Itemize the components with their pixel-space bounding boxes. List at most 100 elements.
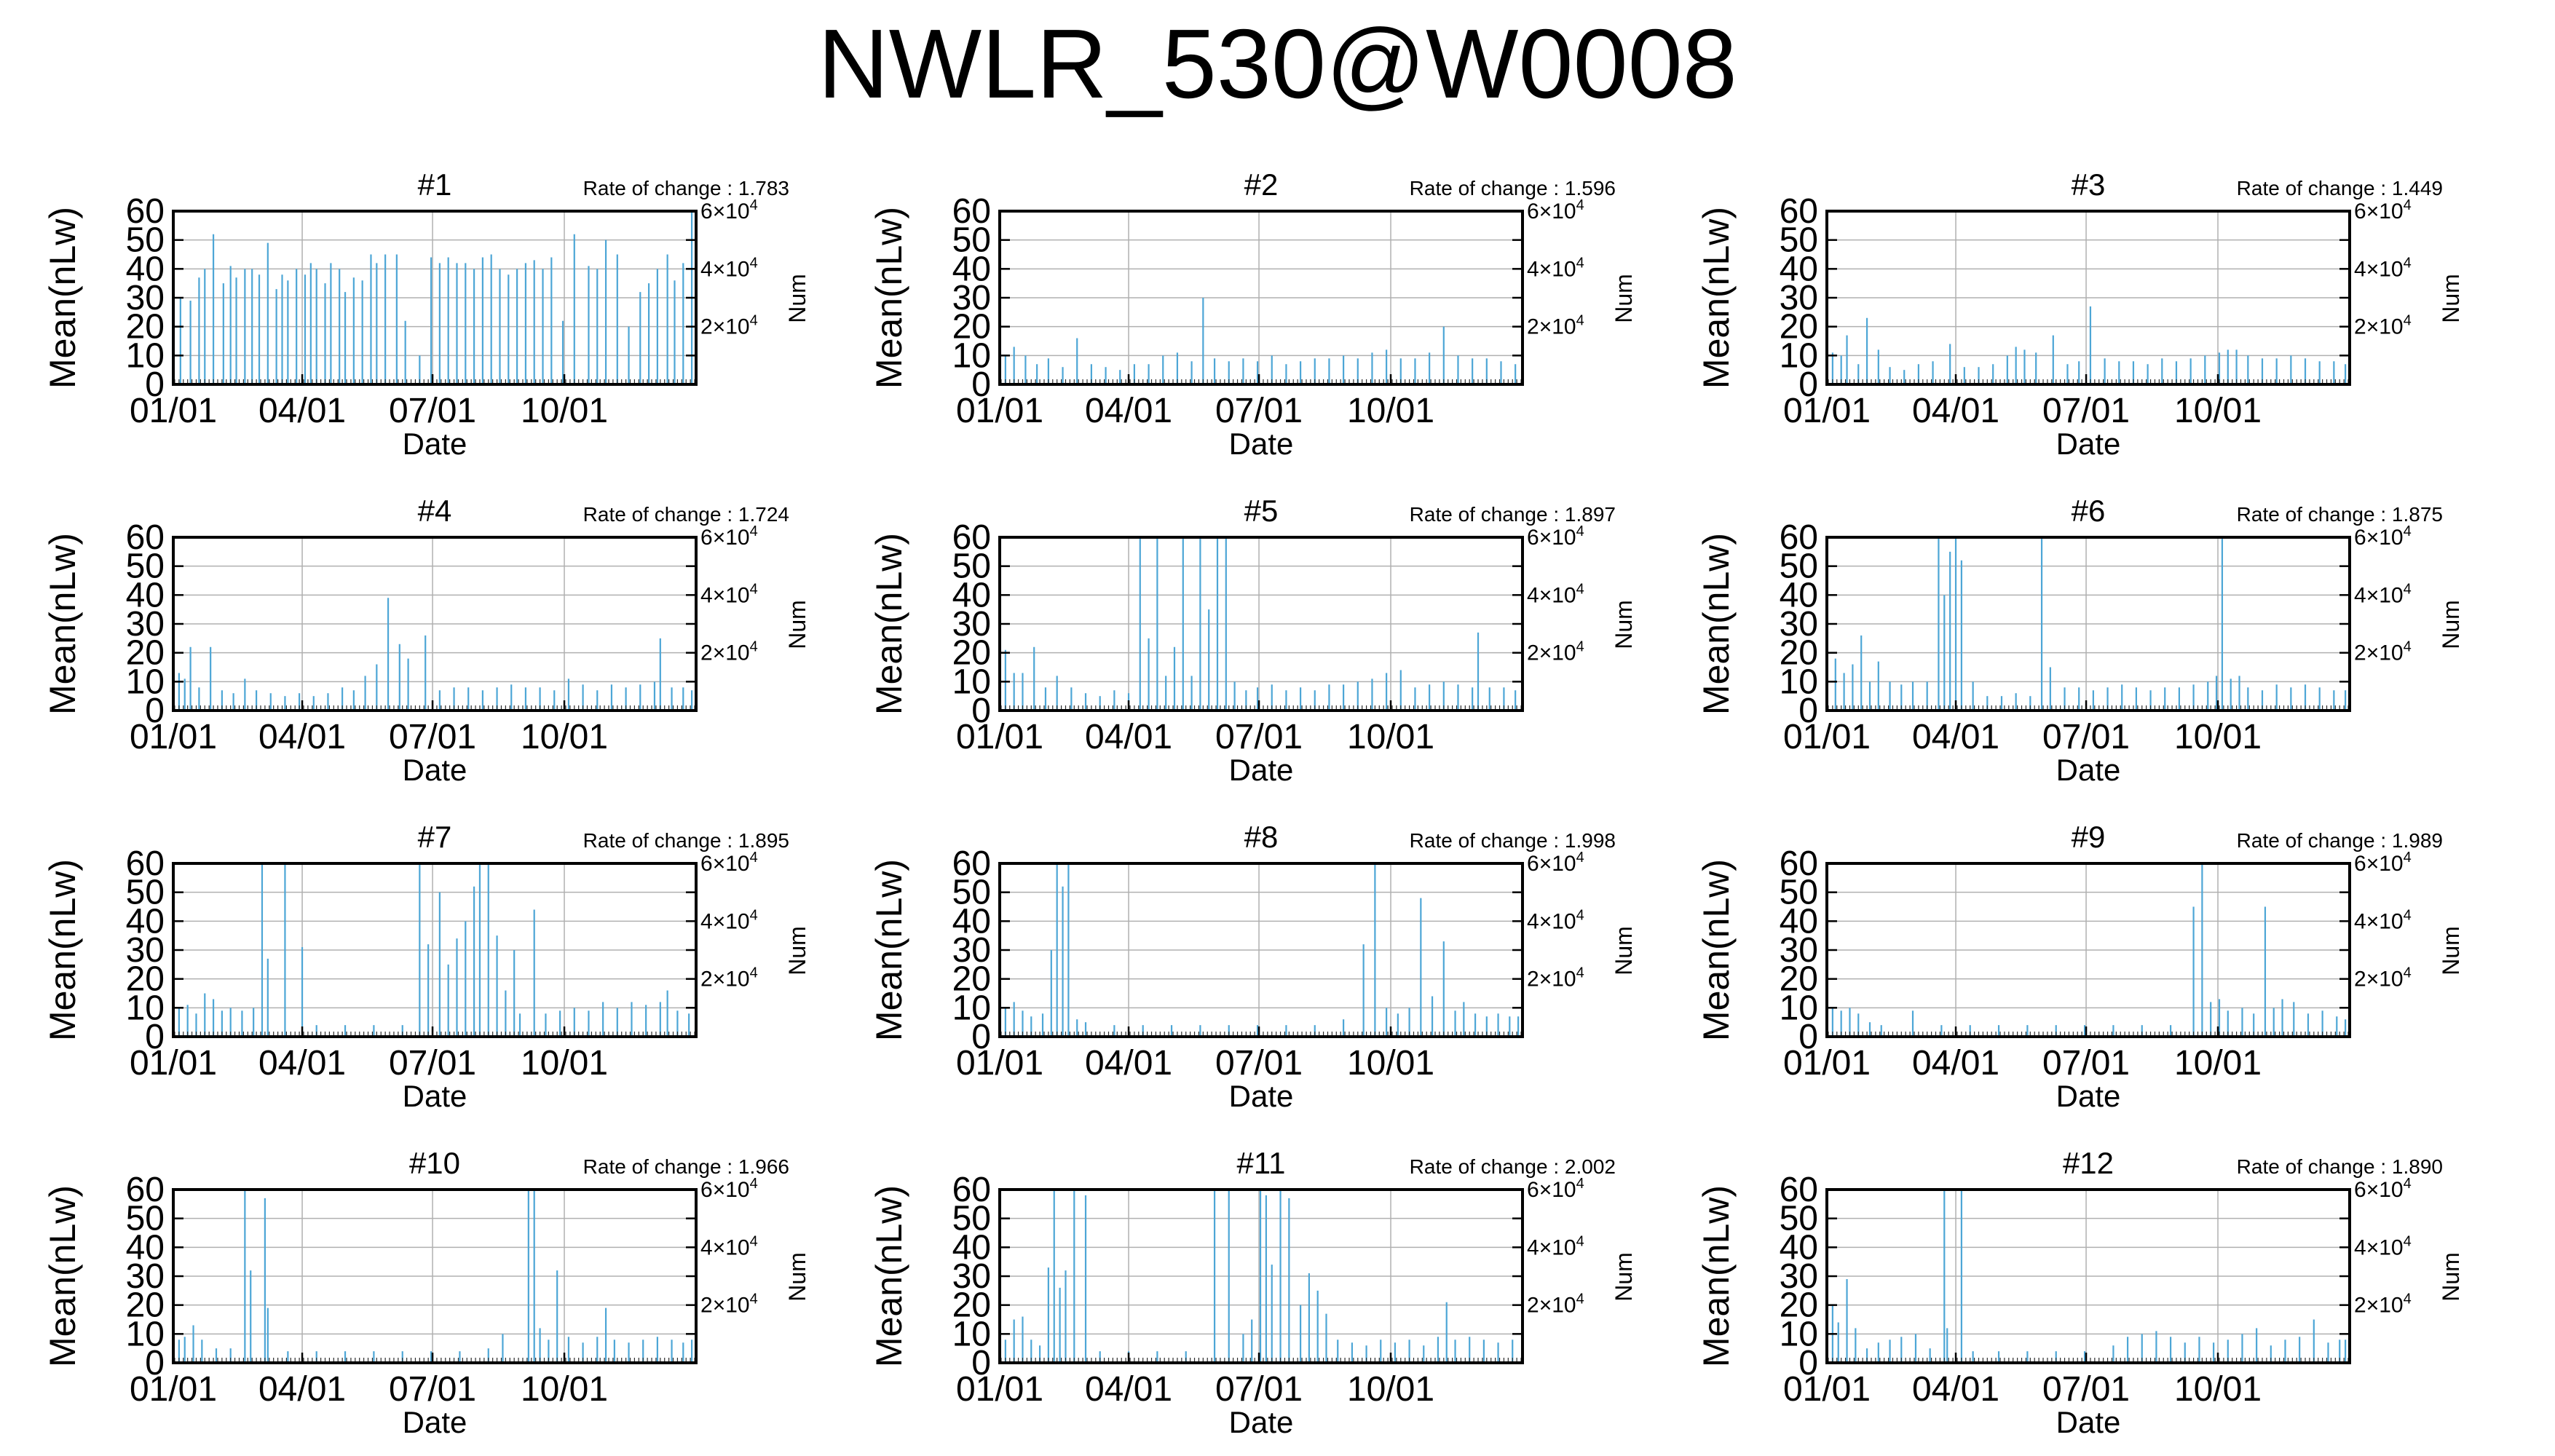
y-axis-label: Mean(nLw): [869, 859, 909, 1041]
y2-axis-label: Num: [1611, 1252, 1637, 1302]
x-tick-label: 01/01: [1783, 392, 1871, 430]
y2-tick-label: 4×104: [1527, 907, 1584, 933]
y-axis-label: Mean(nLw): [1696, 207, 1737, 389]
x-tick-label: 04/01: [1912, 1370, 1999, 1409]
data-series: [1000, 537, 1522, 710]
y-tick-label: 30: [126, 1257, 165, 1296]
chart-title: #9: [2072, 820, 2106, 854]
y-tick-label: 30: [1780, 1257, 1818, 1296]
y2-axis-label: Num: [2438, 1252, 2464, 1302]
y-tick-label: 50: [126, 547, 165, 586]
x-tick-label: 04/01: [1085, 1044, 1172, 1083]
y-tick-label: 10: [952, 1315, 991, 1353]
y-tick-label: 40: [1780, 250, 1818, 288]
y2-tick-label: 6×104: [2354, 1176, 2412, 1202]
y-tick-label: 30: [952, 605, 991, 644]
y2-axis-label: Num: [784, 1252, 810, 1302]
y2-tick-label: 4×104: [1527, 581, 1584, 607]
rate-of-change-label: Rate of change : 1.783: [583, 177, 789, 199]
y-axis-label: Mean(nLw): [869, 1185, 909, 1367]
y2-tick-label: 6×104: [1527, 1176, 1584, 1202]
y-tick-label: 0: [145, 1018, 165, 1056]
y-axis-label: Mean(nLw): [869, 207, 909, 389]
x-tick-label: 01/01: [130, 718, 217, 756]
y-tick-label: 0: [1798, 365, 1818, 404]
y2-tick-label: 4×104: [700, 255, 758, 281]
y-tick-label: 30: [1780, 605, 1818, 644]
y-tick-label: 20: [126, 1286, 165, 1325]
y-tick-label: 0: [1798, 1344, 1818, 1382]
chart-title: #4: [418, 494, 452, 528]
x-tick-label: 04/01: [258, 1044, 346, 1083]
y2-tick-label: 2×104: [700, 965, 758, 992]
y-tick-label: 30: [952, 1257, 991, 1296]
y-tick-label: 60: [952, 1171, 991, 1209]
x-tick-label: 04/01: [258, 392, 346, 430]
y2-tick-label: 4×104: [1527, 255, 1584, 281]
y-tick-label: 0: [145, 365, 165, 404]
x-tick-label: 10/01: [2174, 392, 2262, 430]
y-axis-label: Mean(nLw): [42, 859, 83, 1041]
y-tick-label: 0: [971, 1344, 991, 1382]
chart-title: #1: [418, 167, 452, 202]
y-tick-label: 60: [1780, 518, 1818, 557]
x-tick-label: 04/01: [258, 1370, 346, 1409]
y-tick-label: 60: [952, 192, 991, 231]
y-tick-label: 30: [1780, 279, 1818, 317]
x-tick-label: 07/01: [389, 718, 476, 756]
data-series: [174, 211, 695, 384]
y-axis-label: Mean(nLw): [1696, 859, 1737, 1041]
y2-tick-label: 4×104: [2354, 907, 2412, 933]
chart-title: #7: [418, 820, 452, 854]
x-tick-label: 04/01: [258, 718, 346, 756]
y-tick-label: 10: [126, 662, 165, 701]
rate-of-change-label: Rate of change : 1.895: [583, 829, 789, 852]
x-tick-label: 10/01: [521, 1044, 608, 1083]
y2-tick-label: 4×104: [700, 581, 758, 607]
x-axis-label: Date: [403, 427, 467, 461]
chart-title: #6: [2072, 494, 2106, 528]
chart-title: #3: [2072, 167, 2106, 202]
y-tick-label: 20: [1780, 308, 1818, 347]
y2-tick-label: 2×104: [1527, 639, 1584, 665]
rate-of-change-label: Rate of change : 2.002: [1410, 1155, 1616, 1178]
x-axis-label: Date: [2056, 1079, 2121, 1113]
y-tick-label: 50: [1780, 221, 1818, 260]
data-series: [1000, 298, 1522, 384]
x-tick-label: 07/01: [1215, 1370, 1303, 1409]
x-tick-label: 10/01: [2174, 1044, 2262, 1083]
y-tick-label: 50: [1780, 1200, 1818, 1238]
y-tick-label: 50: [952, 874, 991, 912]
chart-title: #12: [2063, 1146, 2114, 1180]
x-tick-label: 07/01: [1215, 392, 1303, 430]
rate-of-change-label: Rate of change : 1.875: [2237, 503, 2443, 526]
y-tick-label: 50: [1780, 874, 1818, 912]
y2-tick-label: 4×104: [700, 907, 758, 933]
x-tick-label: 07/01: [389, 1044, 476, 1083]
x-tick-label: 04/01: [1085, 718, 1172, 756]
data-series: [174, 863, 695, 1036]
y-tick-label: 10: [126, 989, 165, 1027]
rate-of-change-label: Rate of change : 1.724: [583, 503, 789, 526]
x-tick-label: 01/01: [956, 1044, 1043, 1083]
y-tick-label: 40: [1780, 902, 1818, 941]
rate-of-change-label: Rate of change : 1.596: [1410, 177, 1616, 199]
x-tick-label: 10/01: [2174, 718, 2262, 756]
y2-tick-label: 6×104: [1527, 523, 1584, 550]
y-axis-label: Mean(nLw): [1696, 533, 1737, 715]
y-tick-label: 40: [952, 576, 991, 614]
x-axis-label: Date: [1229, 1079, 1294, 1113]
y-tick-label: 30: [126, 279, 165, 317]
y-tick-label: 10: [126, 336, 165, 375]
y2-axis-label: Num: [784, 274, 810, 323]
y-tick-label: 60: [1780, 192, 1818, 231]
y-tick-label: 10: [126, 1315, 165, 1353]
y-tick-label: 0: [145, 1344, 165, 1382]
y2-axis-label: Num: [784, 600, 810, 649]
x-tick-label: 01/01: [956, 392, 1043, 430]
